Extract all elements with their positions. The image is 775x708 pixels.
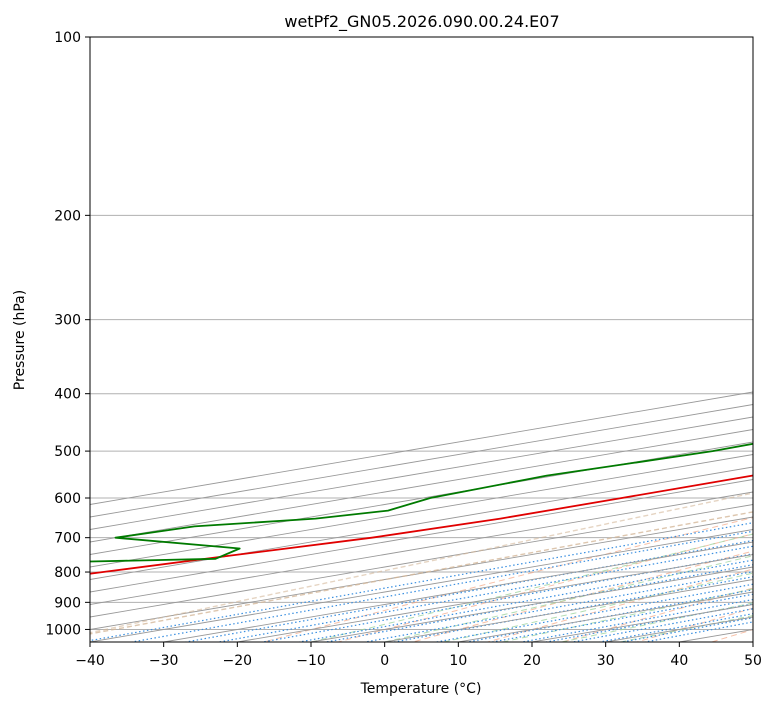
plot-frame (89, 36, 754, 643)
y-tick-label: 500 (54, 444, 81, 460)
y-tick-label: 700 (54, 531, 81, 547)
mixing-ratio-line (185, 539, 753, 642)
isotherm (90, 466, 753, 580)
moist-adiabat (502, 588, 753, 642)
isotherm (90, 504, 753, 618)
mixing-ratio-line (365, 571, 753, 642)
y-tick-label: 400 (54, 387, 81, 403)
lcl-curve (90, 511, 753, 635)
y-tick-label: 300 (54, 313, 81, 329)
profile-series (90, 442, 753, 575)
mixing-ratio-line (131, 530, 753, 642)
x-tick-label: 40 (670, 653, 688, 669)
isotherm (90, 454, 753, 568)
isotherm (90, 529, 753, 642)
x-tick-label: 30 (597, 653, 615, 669)
x-axis-ticks: −40 −30 −20 −10 0 10 20 30 40 50 (75, 642, 762, 669)
isotherm (90, 429, 753, 543)
y-tick-label: 600 (54, 491, 81, 507)
lcl-curves (90, 492, 753, 635)
chart-title: wetPf2_GN05.2026.090.00.24.E07 (284, 12, 559, 32)
x-tick-label: 10 (449, 653, 467, 669)
x-tick-label: 0 (380, 653, 389, 669)
y-axis-label: Pressure (hPa) (12, 290, 28, 390)
y-tick-label: 900 (54, 595, 81, 611)
x-tick-label: −40 (75, 653, 105, 669)
isotherm (90, 516, 753, 630)
y-tick-label: 200 (54, 208, 81, 224)
dry-adiabat (263, 517, 753, 642)
isotherm (90, 491, 753, 605)
dewpoint-line (90, 442, 753, 563)
isotherm (90, 441, 753, 555)
x-tick-label: 20 (523, 653, 541, 669)
x-tick-label: −20 (223, 653, 253, 669)
y-tick-label: 1000 (45, 622, 81, 638)
x-tick-label: 50 (744, 653, 762, 669)
y-axis-ticks: 100 200 300 400 500 600 700 800 900 1000 (45, 30, 90, 638)
temperature-line (90, 474, 753, 575)
plot-area: -100-90-80-70-60-50-40-30-20-10010203040… (90, 37, 753, 642)
x-tick-label: −30 (149, 653, 179, 669)
mixing-ratio-line (436, 583, 753, 642)
mixing-ratio-line (492, 593, 753, 642)
x-tick-label: −10 (296, 653, 326, 669)
isotherm (90, 479, 753, 593)
mixing-ratio-line (299, 559, 753, 642)
y-tick-label: 800 (54, 565, 81, 581)
x-axis-label: Temperature (°C) (360, 681, 482, 697)
y-tick-label: 100 (54, 30, 81, 46)
isotherms (90, 391, 753, 642)
